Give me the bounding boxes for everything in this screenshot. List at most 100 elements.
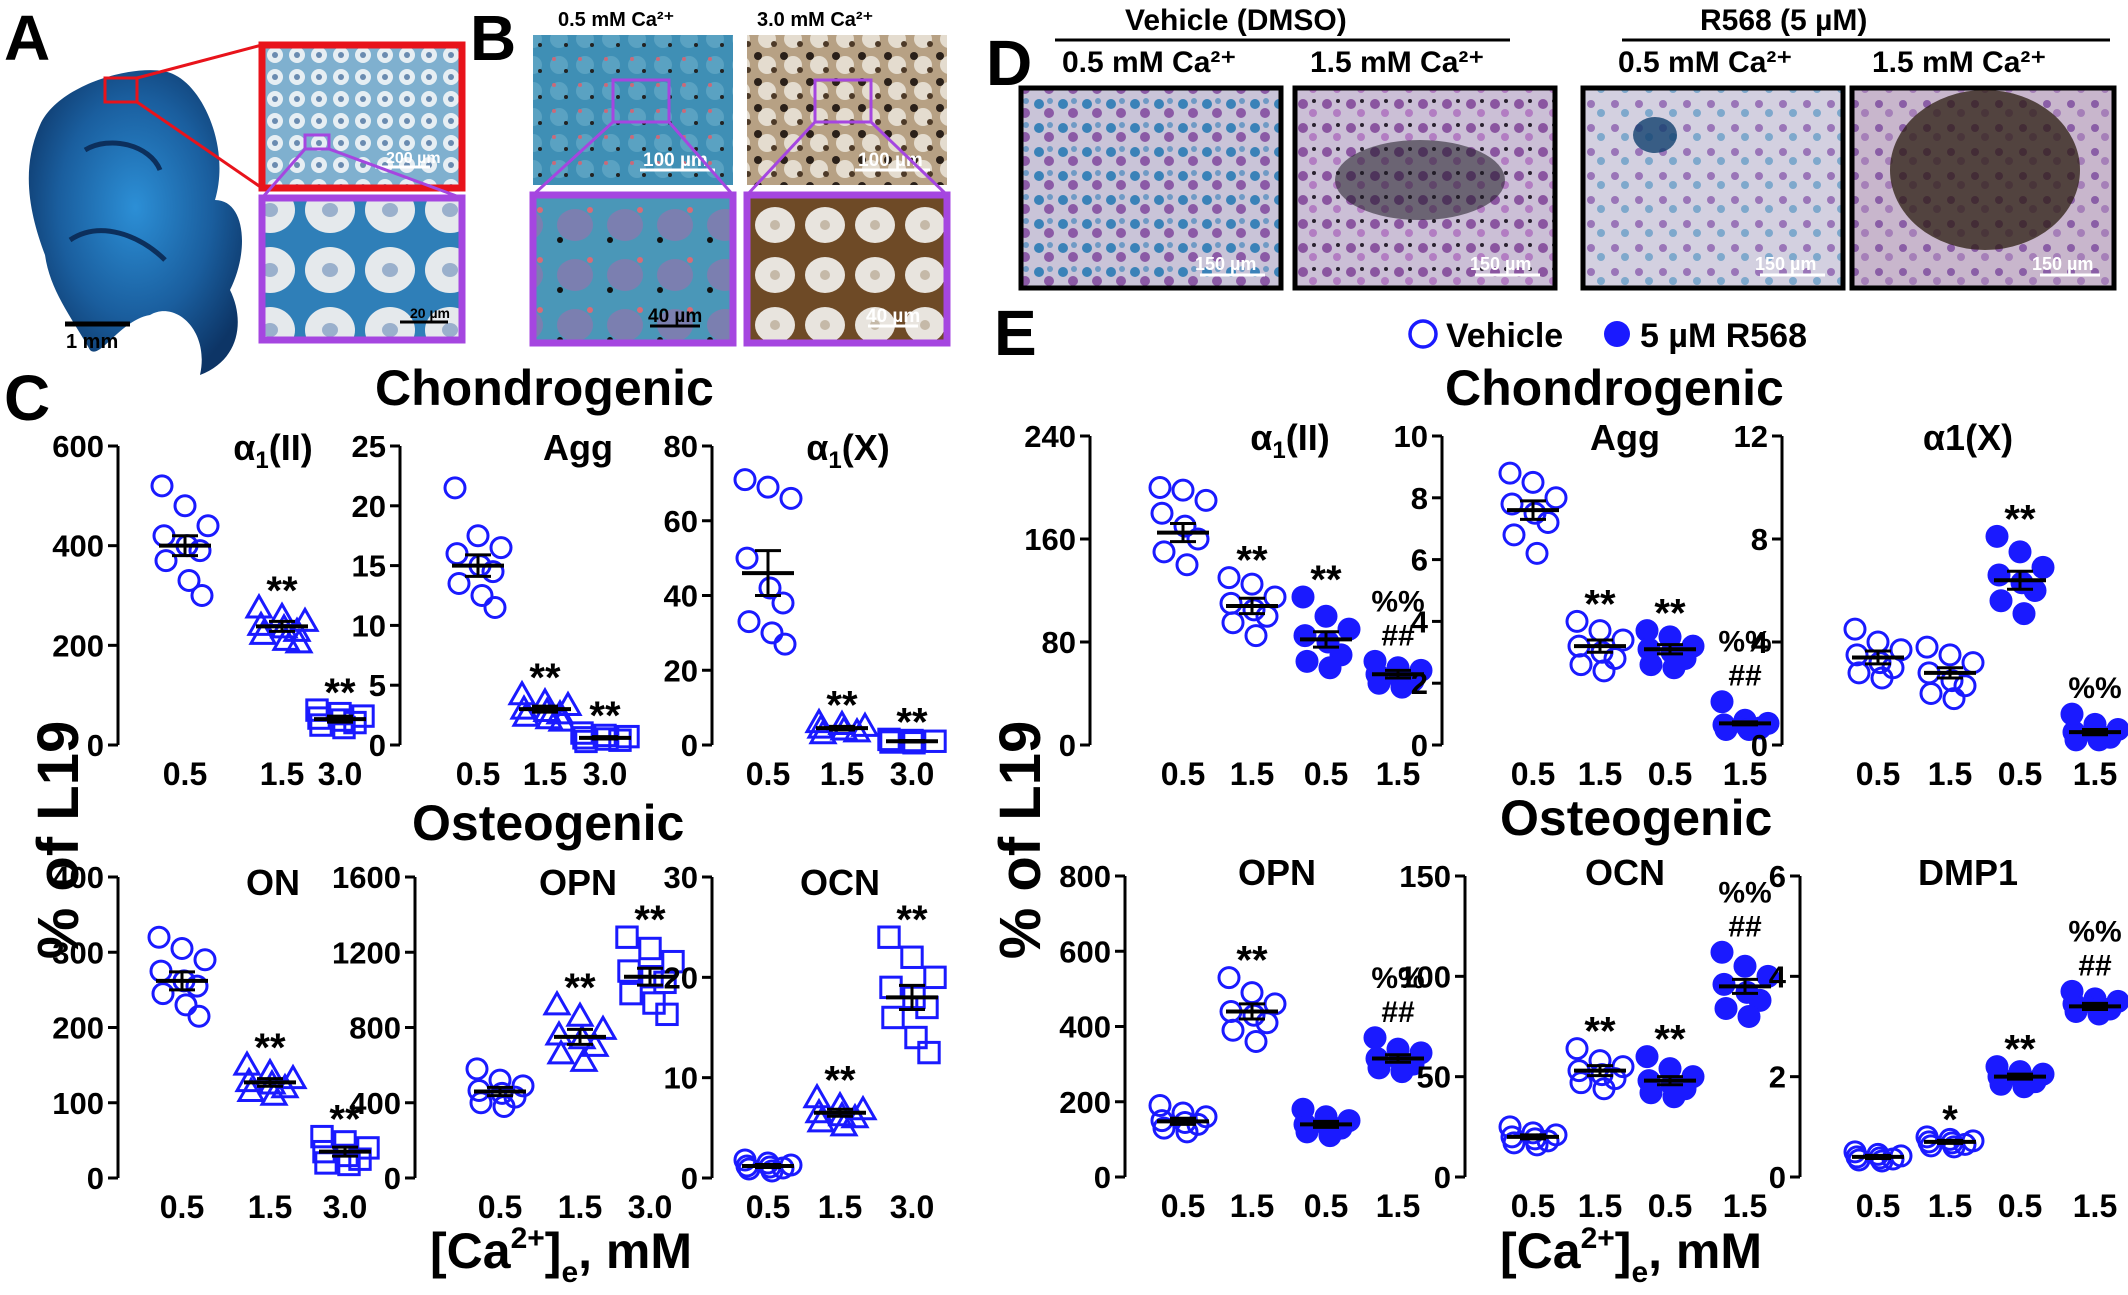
- zoom-region-box: [813, 78, 873, 124]
- data-point-circle: [1194, 488, 1218, 512]
- data-point-circle: [149, 959, 173, 983]
- data-point-circle: [170, 936, 194, 960]
- data-point-triangle: [271, 625, 301, 651]
- data-point-square: [655, 1002, 679, 1027]
- scale-bar-label: 40 µm: [648, 306, 702, 327]
- chart-c-a1ii: 0 200 400 600 α1(II) 0.5 1.5 3.0 ** **: [52, 427, 375, 792]
- data-point-circle: [1240, 981, 1264, 1005]
- y-tick-label: 0: [1059, 728, 1076, 763]
- data-point-circle: [1870, 1149, 1894, 1173]
- x-tick-label: 0.5: [746, 756, 790, 792]
- data-point-square: [881, 1005, 905, 1030]
- data-point-square: [309, 713, 333, 737]
- data-point-filled-circle: [1635, 1045, 1659, 1069]
- x-tick-label: 1.5: [523, 756, 567, 792]
- y-tick-label: 8: [1411, 481, 1428, 516]
- x-axis-label: [Ca2+]e, mM: [1500, 1222, 1762, 1289]
- x-tick-label: 0.5: [1998, 1188, 2042, 1224]
- zoom-connector-line: [667, 121, 735, 196]
- zoom-region-box: [611, 78, 671, 124]
- histology-image: [747, 195, 947, 343]
- data-point-circle: [465, 1057, 489, 1081]
- data-point-triangle: [565, 1001, 595, 1027]
- data-point-triangle: [284, 627, 314, 654]
- data-point-circle: [177, 569, 201, 593]
- y-tick-label: 100: [52, 1086, 104, 1121]
- data-point-square: [619, 981, 643, 1006]
- significance-marker: ##: [2078, 949, 2112, 982]
- data-point-triangle: [259, 1080, 289, 1106]
- data-point-filled-circle: [1737, 1004, 1761, 1028]
- x-tick-label: 1.5: [1928, 756, 1972, 792]
- y-tick-label: 600: [52, 429, 104, 464]
- scale-bar-label: 40 µm: [866, 306, 920, 327]
- inset-frame-red: [258, 41, 466, 192]
- chart-e-a1x: 0 4 8 12 α1(X) 0.5 1.5 0.5 1.5 **%%: [1734, 417, 2128, 792]
- data-point-circle: [1152, 1116, 1176, 1140]
- significance-marker: **: [529, 656, 561, 700]
- data-point-circle: [150, 474, 174, 498]
- x-tick-label: 3.0: [890, 1189, 934, 1225]
- data-point-circle: [1263, 585, 1287, 609]
- y-tick-label: 0: [681, 728, 698, 763]
- panel-a-inset-top: 200 µm: [258, 41, 466, 192]
- y-tick-label: 4: [1751, 625, 1769, 660]
- x-tick-label: 0.5: [1648, 756, 1692, 792]
- y-tick-label: 2: [1411, 666, 1428, 701]
- zoom-region-box: [303, 133, 331, 151]
- data-point-triangle: [542, 989, 572, 1016]
- y-tick-label: 800: [1059, 859, 1111, 894]
- panel-b-image-0-5-top: 100 µm: [533, 35, 733, 185]
- data-point-circle: [1148, 476, 1172, 499]
- data-point-circle: [1242, 598, 1266, 622]
- significance-marker: **: [2004, 497, 2036, 541]
- y-tick-label: 12: [1734, 419, 1768, 454]
- x-tick-label: 3.0: [583, 756, 627, 792]
- significance-marker: %%: [1371, 585, 1424, 618]
- data-point-circle: [1536, 511, 1560, 535]
- data-point-filled-circle: [1295, 649, 1319, 673]
- data-point-circle: [1961, 651, 1985, 675]
- data-point-circle: [1565, 1037, 1589, 1061]
- data-point-circle: [483, 595, 507, 619]
- data-point-circle: [489, 536, 513, 560]
- x-tick-label: 1.5: [1230, 1188, 1274, 1224]
- significance-marker: %%: [1371, 962, 1424, 995]
- significance-marker: %%: [1718, 626, 1771, 659]
- x-tick-label: 1.5: [1723, 1188, 1767, 1224]
- data-point-square: [877, 925, 901, 949]
- data-point-circle: [1870, 666, 1894, 690]
- data-point-filled-circle: [1748, 988, 1772, 1012]
- y-tick-label: 6: [1769, 859, 1786, 894]
- tissue-explant-shape: [28, 70, 242, 375]
- y-tick-label: 0: [1411, 728, 1428, 763]
- legend: Vehicle 5 µM R568: [1408, 317, 1807, 355]
- scale-bar-label: 150 µm: [1755, 254, 1816, 274]
- significance-marker: ##: [1728, 660, 1762, 693]
- data-point-circle: [188, 539, 212, 563]
- data-point-circle: [1866, 630, 1890, 654]
- y-tick-label: 300: [52, 935, 104, 970]
- significance-marker: **: [329, 1098, 361, 1142]
- legend-r568-label: 5 µM R568: [1640, 317, 1807, 355]
- data-point-circle: [174, 993, 198, 1017]
- data-point-circle: [1186, 527, 1210, 551]
- y-tick-label: 240: [1024, 419, 1076, 454]
- chart-c-agg: 0 5 10 15 20 25 Agg 0.5 1.5 3.0 ** **: [352, 427, 640, 792]
- significance-marker: %%: [1718, 876, 1771, 909]
- x-tick-label: 1.5: [1376, 1188, 1420, 1224]
- significance-marker: **: [564, 966, 596, 1010]
- data-point-circle: [193, 948, 217, 972]
- y-tick-label: 800: [349, 1011, 401, 1046]
- data-point-circle: [771, 591, 795, 615]
- x-tick-label: 3.0: [318, 756, 362, 792]
- data-point-circle: [1221, 1018, 1245, 1042]
- significance-marker: **: [589, 694, 621, 738]
- panel-d-image-r568-1-5: 150 µm: [1849, 85, 2117, 291]
- panel-b-image-0-5-bottom: 40 µm: [529, 191, 737, 347]
- data-point-circle: [760, 621, 784, 645]
- panel-d-image-vehicle-1-5: 150 µm: [1292, 85, 1558, 291]
- data-point-circle: [1940, 669, 1964, 693]
- data-point-filled-circle: [1390, 1060, 1414, 1084]
